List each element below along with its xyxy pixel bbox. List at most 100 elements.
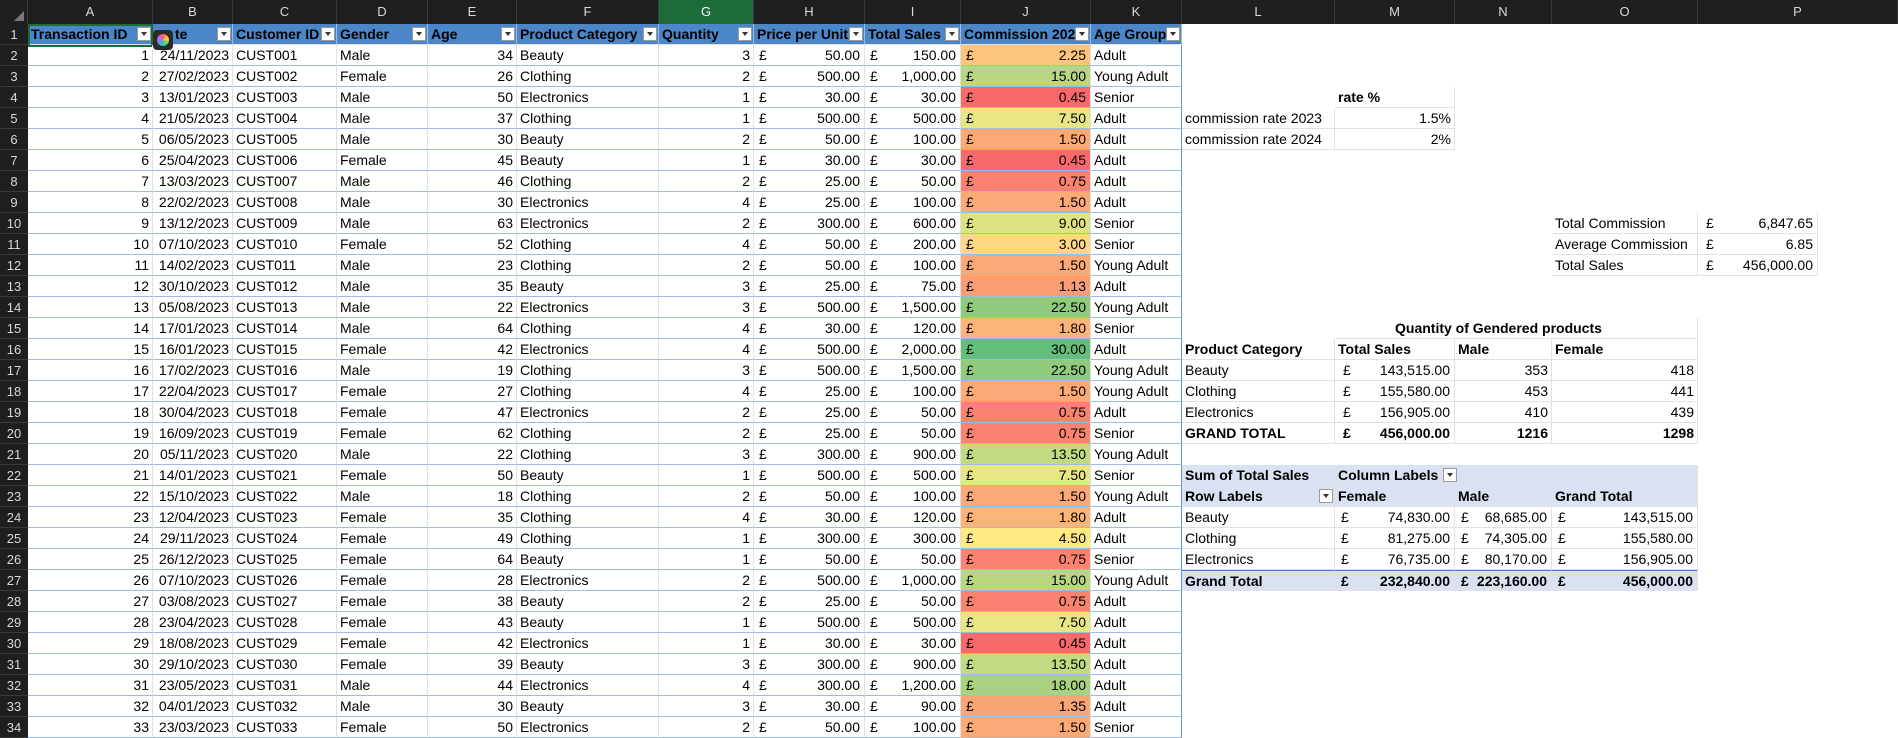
table-cell[interactable]: £0.75 [961, 549, 1091, 570]
row-header-32[interactable]: 32 [0, 675, 28, 696]
table-cell[interactable]: 30 [428, 129, 517, 150]
column-header-m[interactable]: M [1335, 0, 1455, 24]
table-cell[interactable]: £30.00 [754, 507, 865, 528]
table-header-total-sales[interactable]: Total Sales [865, 24, 961, 45]
table-cell[interactable]: Adult [1091, 402, 1182, 423]
pivot-value[interactable]: £232,840.00 [1335, 570, 1455, 591]
table-cell[interactable]: 13 [28, 297, 153, 318]
table-cell[interactable]: Clothing [517, 66, 659, 87]
table-cell[interactable]: £100.00 [865, 129, 961, 150]
table-cell[interactable]: CUST027 [233, 591, 337, 612]
table-header-price-per-unit[interactable]: Price per Unit [754, 24, 865, 45]
gendered-title[interactable]: Quantity of Gendered products [1335, 318, 1698, 339]
table-cell[interactable]: 52 [428, 234, 517, 255]
table-cell[interactable]: CUST021 [233, 465, 337, 486]
pivot-row-label[interactable]: Electronics [1182, 549, 1335, 570]
table-cell[interactable]: Female [337, 402, 428, 423]
table-cell[interactable]: £1.80 [961, 318, 1091, 339]
table-cell[interactable]: Female [337, 528, 428, 549]
table-cell[interactable]: 3 [659, 360, 754, 381]
table-cell[interactable]: £75.00 [865, 276, 961, 297]
summary-value[interactable]: £456,000.00 [1698, 255, 1818, 276]
table-cell[interactable]: 45 [428, 150, 517, 171]
table-cell[interactable]: 1 [659, 87, 754, 108]
table-cell[interactable]: Male [337, 696, 428, 717]
table-header-customer-id[interactable]: Customer ID [233, 24, 337, 45]
table-cell[interactable]: £13.50 [961, 654, 1091, 675]
row-header-2[interactable]: 2 [0, 45, 28, 66]
table-cell[interactable]: 63 [428, 213, 517, 234]
table-cell[interactable]: £1.80 [961, 507, 1091, 528]
rate-label[interactable]: commission rate 2023 [1182, 108, 1335, 129]
gendered-header[interactable]: Female [1552, 339, 1698, 360]
table-cell[interactable]: CUST005 [233, 129, 337, 150]
table-cell[interactable]: 22 [428, 297, 517, 318]
table-cell[interactable]: £7.50 [961, 465, 1091, 486]
table-cell[interactable]: 3 [659, 297, 754, 318]
table-cell[interactable]: 5 [28, 129, 153, 150]
table-cell[interactable]: 22 [428, 444, 517, 465]
table-cell[interactable]: Clothing [517, 360, 659, 381]
table-cell[interactable]: Male [337, 675, 428, 696]
table-cell[interactable]: £2,000.00 [865, 339, 961, 360]
table-cell[interactable]: Electronics [517, 87, 659, 108]
table-cell[interactable]: Young Adult [1091, 360, 1182, 381]
table-cell[interactable]: 38 [428, 591, 517, 612]
table-cell[interactable]: 23/05/2023 [153, 675, 233, 696]
gendered-category[interactable]: Electronics [1182, 402, 1335, 423]
table-cell[interactable]: 4 [659, 234, 754, 255]
summary-label[interactable]: Total Sales [1552, 255, 1698, 276]
filter-dropdown-icon[interactable] [643, 27, 657, 41]
pivot-value[interactable]: £74,830.00 [1335, 507, 1455, 528]
table-cell[interactable]: £25.00 [754, 276, 865, 297]
pivot-value[interactable]: £74,305.00 [1455, 528, 1552, 549]
table-cell[interactable]: Adult [1091, 612, 1182, 633]
pivot-row-label[interactable]: Grand Total [1182, 570, 1335, 591]
table-cell[interactable]: 12 [28, 276, 153, 297]
table-cell[interactable]: £600.00 [865, 213, 961, 234]
table-cell[interactable]: Senior [1091, 465, 1182, 486]
table-cell[interactable]: £1,500.00 [865, 360, 961, 381]
table-cell[interactable]: 34 [428, 45, 517, 66]
pivot-column-labels[interactable]: Column Labels [1335, 465, 1698, 486]
row-header-33[interactable]: 33 [0, 696, 28, 717]
table-cell[interactable]: £1.50 [961, 486, 1091, 507]
table-cell[interactable]: 1 [659, 150, 754, 171]
table-cell[interactable]: £0.75 [961, 591, 1091, 612]
table-cell[interactable]: Male [337, 486, 428, 507]
column-header-d[interactable]: D [337, 0, 428, 24]
table-cell[interactable]: Female [337, 234, 428, 255]
table-cell[interactable]: 35 [428, 507, 517, 528]
table-cell[interactable]: Electronics [517, 339, 659, 360]
gendered-male[interactable]: 410 [1455, 402, 1552, 423]
table-cell[interactable]: £50.00 [865, 402, 961, 423]
table-cell[interactable]: 2 [659, 171, 754, 192]
table-cell[interactable]: 1 [659, 549, 754, 570]
table-cell[interactable]: 30 [28, 654, 153, 675]
table-cell[interactable]: Adult [1091, 528, 1182, 549]
column-header-c[interactable]: C [233, 0, 337, 24]
table-cell[interactable]: Electronics [517, 633, 659, 654]
table-cell[interactable]: 15/10/2023 [153, 486, 233, 507]
table-cell[interactable]: £30.00 [865, 150, 961, 171]
table-cell[interactable]: Electronics [517, 675, 659, 696]
table-cell[interactable]: CUST022 [233, 486, 337, 507]
table-cell[interactable]: 25 [28, 549, 153, 570]
table-cell[interactable]: £1.50 [961, 255, 1091, 276]
table-cell[interactable]: £90.00 [865, 696, 961, 717]
table-cell[interactable]: CUST013 [233, 297, 337, 318]
table-cell[interactable]: 20 [28, 444, 153, 465]
table-header-product-category[interactable]: Product Category [517, 24, 659, 45]
table-cell[interactable]: 30 [428, 696, 517, 717]
table-cell[interactable]: £900.00 [865, 654, 961, 675]
pivot-value[interactable]: £81,275.00 [1335, 528, 1455, 549]
gendered-male[interactable]: 353 [1455, 360, 1552, 381]
table-cell[interactable]: £0.75 [961, 402, 1091, 423]
table-cell[interactable]: 3 [659, 444, 754, 465]
table-cell[interactable]: 50 [428, 465, 517, 486]
table-cell[interactable]: £500.00 [865, 108, 961, 129]
table-cell[interactable]: £15.00 [961, 66, 1091, 87]
table-cell[interactable]: £50.00 [865, 591, 961, 612]
table-cell[interactable]: 6 [28, 150, 153, 171]
gendered-category[interactable]: Clothing [1182, 381, 1335, 402]
